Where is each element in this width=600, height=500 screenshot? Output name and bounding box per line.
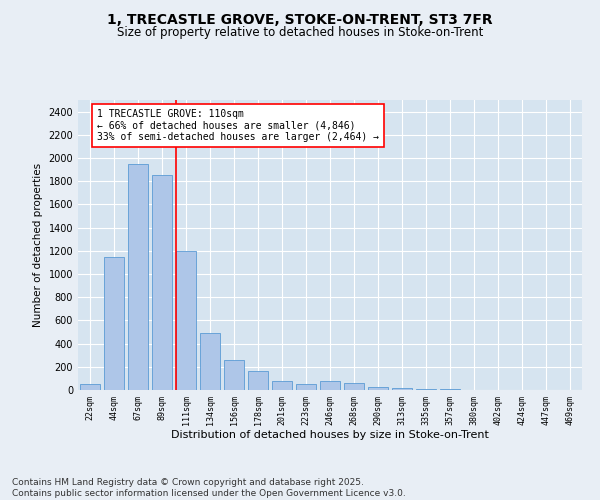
Bar [200, 333, 220, 390]
Bar [176, 251, 196, 390]
Bar [416, 389, 436, 390]
Bar [128, 164, 148, 390]
Text: Size of property relative to detached houses in Stoke-on-Trent: Size of property relative to detached ho… [117, 26, 483, 39]
Bar [272, 380, 292, 390]
Bar [152, 176, 172, 390]
Bar [320, 380, 340, 390]
Bar [80, 384, 100, 390]
Bar [104, 256, 124, 390]
Bar [368, 386, 388, 390]
Bar [392, 388, 412, 390]
Bar [224, 360, 244, 390]
Text: 1 TRECASTLE GROVE: 110sqm
← 66% of detached houses are smaller (4,846)
33% of se: 1 TRECASTLE GROVE: 110sqm ← 66% of detac… [97, 110, 379, 142]
Bar [296, 384, 316, 390]
Bar [344, 383, 364, 390]
Bar [248, 372, 268, 390]
Text: Contains HM Land Registry data © Crown copyright and database right 2025.
Contai: Contains HM Land Registry data © Crown c… [12, 478, 406, 498]
Text: 1, TRECASTLE GROVE, STOKE-ON-TRENT, ST3 7FR: 1, TRECASTLE GROVE, STOKE-ON-TRENT, ST3 … [107, 12, 493, 26]
Y-axis label: Number of detached properties: Number of detached properties [33, 163, 43, 327]
X-axis label: Distribution of detached houses by size in Stoke-on-Trent: Distribution of detached houses by size … [171, 430, 489, 440]
